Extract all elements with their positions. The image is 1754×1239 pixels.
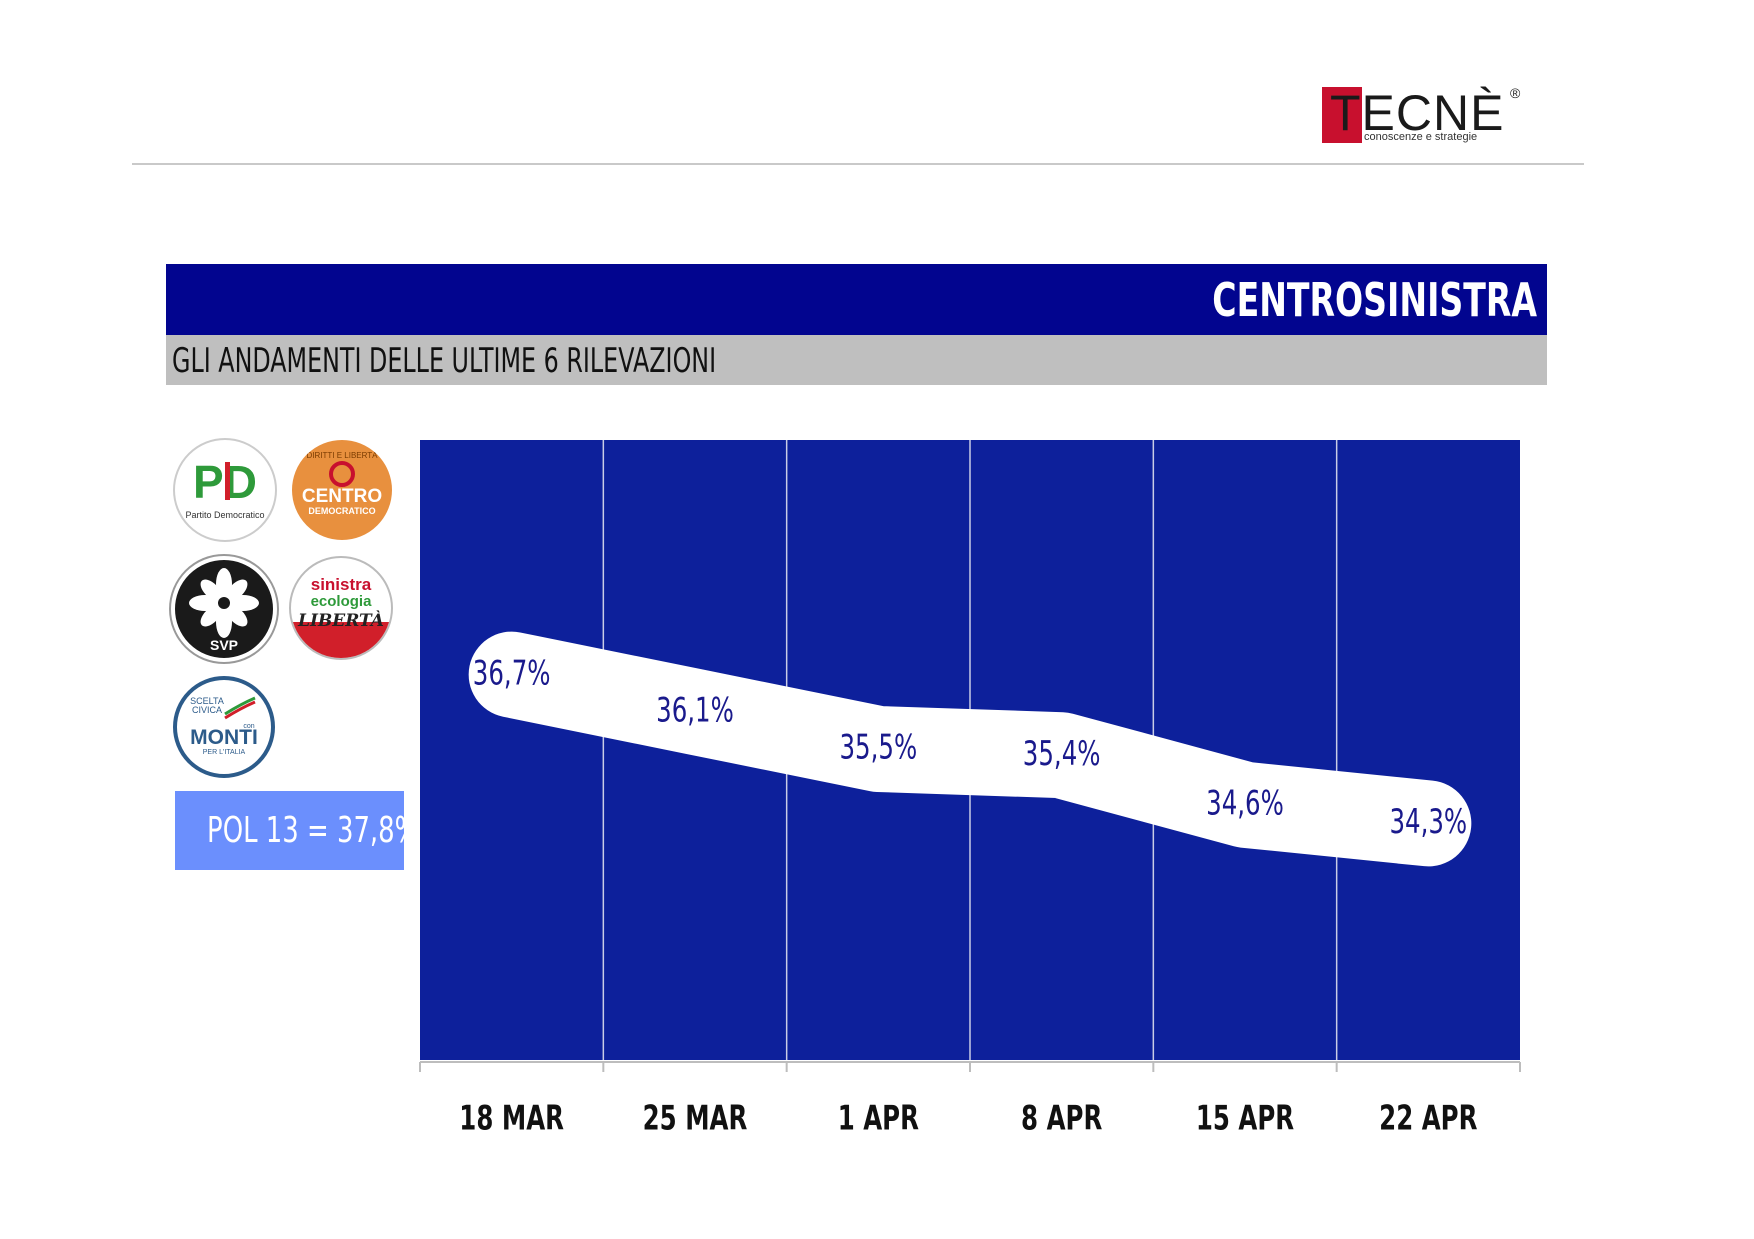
data-point	[694, 710, 696, 713]
data-point	[1060, 754, 1063, 757]
logo-tagline: conoscenze e strategie	[1364, 131, 1478, 143]
data-point	[1244, 803, 1246, 806]
logo-name: TECNÈ	[1330, 85, 1505, 141]
sel-line3: LIBERTÀ	[297, 610, 384, 631]
header-divider	[132, 163, 1584, 165]
x-tick-label: 18 MAR	[459, 1099, 564, 1138]
data-point	[510, 673, 513, 676]
sel-logo: sinistra ecologia LIBERTÀ	[289, 556, 393, 660]
trend-ribbon	[468, 631, 1472, 867]
monti-line5: PER L'ITALIA	[203, 749, 246, 756]
data-label: 34,3%	[1389, 802, 1467, 841]
cd-caption: DEMOCRATICO	[308, 506, 375, 516]
sel-line2: ecologia	[311, 593, 373, 610]
monti-line2: CIVICA	[192, 705, 222, 715]
monti-line1: SCELTA	[190, 696, 224, 706]
svp-logo-text: SVP	[210, 637, 238, 653]
data-label: 36,1%	[656, 691, 734, 730]
data-label: 34,6%	[1206, 784, 1284, 823]
data-point	[877, 748, 880, 750]
svp-logo: SVP	[171, 556, 277, 662]
x-tick-label: 1 APR	[838, 1099, 919, 1138]
logo-red-block	[1322, 87, 1362, 143]
pd-caption: Partito Democratico	[185, 510, 264, 520]
page-subtitle: GLI ANDAMENTI DELLE ULTIME 6 RILEVAZIONI	[172, 341, 717, 381]
data-labels: 36,7% 36,1% 35,5% 35,4% 34,6% 34,3%	[473, 653, 1467, 841]
subtitle-band: GLI ANDAMENTI DELLE ULTIME 6 RILEVAZIONI	[166, 335, 1547, 385]
x-tick-label: 15 APR	[1196, 1099, 1294, 1138]
sel-line1: sinistra	[311, 575, 372, 594]
monti-line4: MONTI	[190, 726, 258, 749]
monti-line3: con	[243, 723, 254, 730]
pd-logo: PD Partito Democratico	[173, 438, 277, 542]
cd-logo-text: CENTRO	[302, 486, 382, 507]
page-title: CENTROSINISTRA	[1212, 273, 1537, 327]
pol-box-text: POL 13 = 37,8%	[207, 810, 420, 851]
tecne-logo: TECNÈ ® conoscenze e strategie	[1322, 85, 1522, 145]
edelweiss-icon	[189, 568, 259, 638]
x-tick-label: 22 APR	[1379, 1099, 1477, 1138]
x-tick-labels: 18 MAR 25 MAR 1 APR 8 APR 15 APR 22 APR	[459, 1099, 1477, 1138]
logo-registered: ®	[1510, 85, 1521, 101]
data-label: 35,4%	[1023, 734, 1101, 773]
cd-ring-text: DIRITTI E LIBERTÀ	[307, 451, 379, 460]
x-tick-label: 25 MAR	[643, 1099, 748, 1138]
line-chart: 36,7% 36,1% 35,5% 35,4% 34,6% 34,3% 18 MAR 25 …	[419, 440, 1521, 1138]
scelta-civica-logo: SCELTA CIVICA con MONTI PER L'ITALIA	[173, 676, 275, 778]
x-axis	[419, 1061, 1521, 1072]
centro-democratico-logo: DIRITTI E LIBERTÀ CENTRO DEMOCRATICO	[290, 438, 394, 542]
data-label: 35,5%	[839, 728, 917, 767]
title-band: CENTROSINISTRA	[166, 264, 1547, 335]
x-tick-label: 8 APR	[1021, 1099, 1102, 1138]
data-label: 36,7%	[473, 653, 551, 692]
trend-line	[468, 631, 1472, 867]
pol-box: POL 13 = 37,8%	[175, 791, 420, 870]
data-point	[1427, 822, 1430, 825]
